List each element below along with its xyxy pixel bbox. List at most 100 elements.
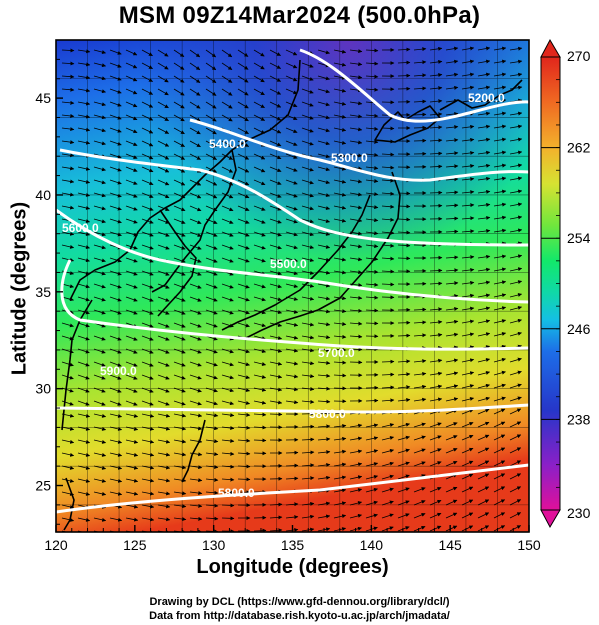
wind-arrow (365, 139, 379, 144)
wind-arrow (141, 88, 154, 95)
wind-arrow (461, 460, 474, 467)
wind-arrow (349, 436, 363, 441)
wind-arrow (301, 75, 314, 81)
wind-arrow (61, 283, 74, 289)
wind-arrow (381, 487, 394, 493)
wind-arrow (413, 86, 427, 91)
wind-arrow (173, 140, 185, 147)
wind-arrow (125, 114, 138, 121)
wind-arrow (381, 256, 395, 261)
wind-arrow (509, 72, 523, 77)
wind-arrow (477, 72, 491, 77)
wind-arrow (333, 514, 347, 519)
wind-arrow (125, 88, 138, 95)
wind-arrow (77, 335, 90, 341)
wind-arrow (285, 374, 299, 379)
wind-arrow (445, 72, 459, 77)
wind-arrow (157, 439, 171, 444)
wind-arrow (77, 348, 90, 354)
x-tick-label: 120 (44, 537, 68, 553)
wind-arrow (125, 192, 138, 198)
wind-arrow (397, 217, 411, 222)
wind-arrow (461, 306, 475, 311)
wind-arrow (205, 374, 218, 380)
wind-arrow (461, 512, 474, 519)
wind-arrow (61, 296, 74, 302)
wind-arrow (77, 517, 91, 522)
wind-arrow (445, 255, 459, 260)
wind-arrow (237, 114, 249, 122)
wind-arrow (413, 500, 426, 506)
wind-arrow (445, 229, 459, 234)
wind-arrow (109, 179, 122, 185)
wind-arrow (509, 434, 522, 441)
wind-arrow (141, 75, 153, 82)
wind-arrow (381, 282, 395, 287)
wind-arrow (237, 192, 250, 199)
wind-arrow (237, 166, 250, 173)
wind-arrow (285, 270, 298, 276)
wind-arrow (221, 231, 234, 237)
wind-arrow (413, 112, 427, 117)
wind-arrow (509, 408, 522, 415)
wind-arrow (109, 231, 122, 237)
wind-arrow (365, 74, 379, 79)
wind-arrow (173, 114, 185, 122)
wind-arrow (237, 283, 250, 289)
wind-arrow (141, 205, 154, 211)
wind-arrow (477, 163, 491, 168)
wind-arrow (125, 361, 138, 367)
wind-arrow (77, 361, 90, 367)
wind-arrow (221, 166, 234, 173)
wind-arrow (381, 230, 395, 235)
wind-arrow (93, 296, 106, 302)
wind-arrow (141, 413, 155, 418)
wind-arrow (301, 231, 314, 237)
wind-arrow (61, 257, 75, 262)
wind-arrow (429, 371, 443, 376)
wind-arrow (333, 88, 347, 93)
wind-arrow (237, 361, 250, 367)
wind-arrow (189, 309, 202, 315)
wind-arrow (509, 318, 522, 324)
wind-arrow (333, 270, 347, 275)
wind-arrow (333, 386, 347, 391)
wind-arrow (77, 257, 90, 263)
wind-arrow (493, 421, 506, 428)
wind-arrow (509, 137, 523, 142)
wind-arrow (93, 166, 106, 172)
wind-arrow (173, 348, 186, 354)
wind-arrow (445, 371, 459, 376)
wind-arrow (301, 374, 315, 379)
wind-arrow (141, 244, 154, 250)
wind-arrow (477, 150, 491, 155)
wind-arrow (493, 332, 507, 337)
wind-arrow (301, 463, 315, 468)
wind-arrow (285, 309, 299, 314)
wind-arrow (125, 504, 139, 509)
wind-arrow (189, 413, 203, 418)
wind-arrow (381, 126, 395, 131)
wind-arrow (413, 461, 426, 467)
wind-arrow (173, 426, 187, 431)
wind-arrow (285, 218, 298, 224)
wind-arrow (141, 114, 154, 121)
wind-arrow (93, 478, 107, 483)
wind-arrow (285, 502, 299, 507)
wind-arrow (477, 254, 491, 259)
wind-arrow (461, 486, 474, 493)
wind-arrow (253, 231, 266, 237)
wind-arrow (93, 244, 106, 250)
wind-arrow (269, 218, 282, 224)
colorbar-min-arrow (540, 509, 561, 529)
wind-arrow (189, 114, 201, 122)
wind-arrow (413, 371, 427, 376)
wind-arrow (189, 140, 201, 148)
wind-arrow (205, 452, 219, 457)
y-tick-label: 30 (35, 381, 51, 397)
wind-arrow (365, 205, 379, 210)
wind-arrow (253, 218, 266, 224)
wind-arrow (77, 491, 91, 496)
wind-arrow (205, 387, 218, 393)
